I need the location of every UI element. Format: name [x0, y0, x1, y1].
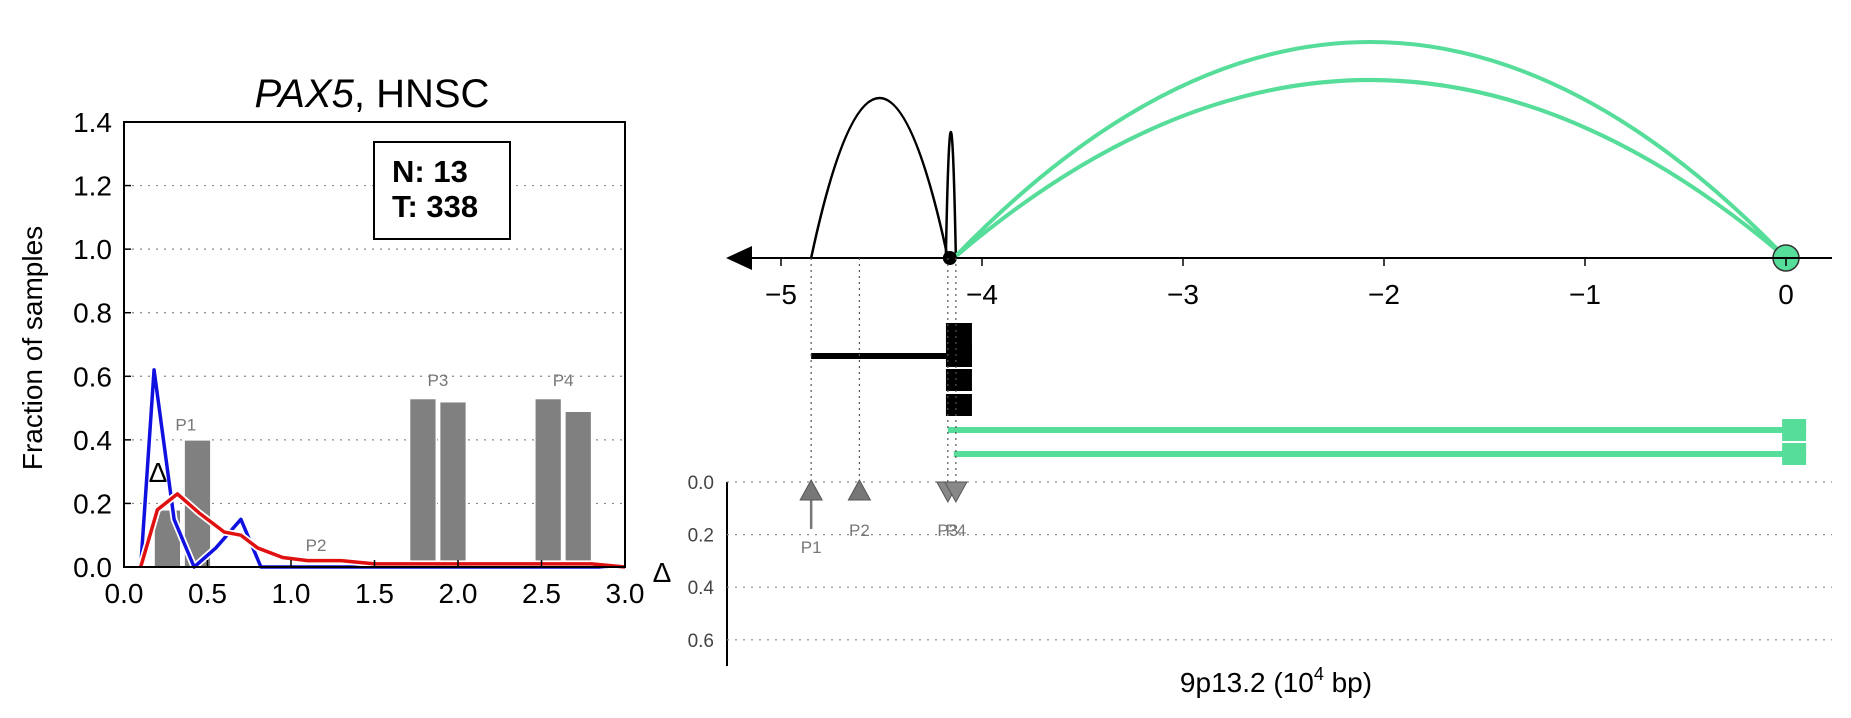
- x-tick-label: 0.0: [105, 578, 144, 609]
- y-tick-label: 0.4: [73, 425, 112, 456]
- bar: [408, 397, 438, 568]
- transcript-exon: [955, 330, 964, 338]
- y-tick-label: 0.6: [73, 361, 112, 392]
- genome-tick-label: −5: [765, 279, 797, 310]
- chart-title-gene: PAX5: [255, 72, 355, 116]
- peak-label: P3: [428, 371, 449, 390]
- bar: [534, 397, 563, 568]
- transcripts: [811, 323, 1807, 465]
- legend-n: N: 13: [392, 154, 468, 189]
- peak-up-triangle-icon: [799, 478, 823, 501]
- genome-tick-label: −2: [1368, 279, 1400, 310]
- y-axis-ticks: 0.0 0.2 0.4 0.6 0.8 1.0 1.2 1.4: [73, 107, 131, 583]
- peak-labels: P1 P2 P3 P4: [175, 371, 573, 555]
- bar: [438, 400, 468, 568]
- delta-tick-label: 0.6: [688, 631, 714, 652]
- peak-label: P2: [849, 521, 870, 540]
- chart-title-rest: , HNSC: [354, 72, 490, 116]
- genome-axis-label-base: 9p13.2 (10: [1180, 667, 1314, 698]
- splice-arc: [952, 78, 1788, 260]
- legend-box: [373, 141, 511, 240]
- peak-label: P1: [801, 538, 822, 557]
- peak-label: P3: [937, 521, 958, 540]
- strand-arrow-icon: [726, 246, 752, 270]
- transcript-exon: [1782, 419, 1807, 441]
- chart-title: PAX5, HNSC: [255, 72, 490, 116]
- y-tick-label: 1.2: [73, 171, 112, 202]
- transcript-exon: [955, 376, 964, 384]
- splice-arc: [809, 96, 950, 259]
- x-tick-label: 2.0: [439, 578, 478, 609]
- genome-tick-label: −4: [966, 279, 998, 310]
- genome-axis-label-exp: 4: [1314, 664, 1324, 684]
- delta-tick-label: 0.2: [688, 526, 714, 547]
- peak-label: P4: [553, 371, 574, 390]
- y-tick-label: 0.0: [73, 552, 112, 583]
- y-tick-label: 0.2: [73, 488, 112, 519]
- y-axis-label: Fraction of samples: [17, 226, 48, 470]
- genome-tick-label: 0: [1778, 279, 1794, 310]
- peak-down-triangle-icon: [944, 481, 968, 504]
- transcript-exon: [955, 401, 964, 409]
- genome-tick-label: −1: [1569, 279, 1601, 310]
- genome-axis-label-unit: bp): [1324, 667, 1372, 698]
- peak-label: P1: [175, 415, 196, 434]
- x-axis-ticks: 0.0 0.5 1.0 1.5 2.0 2.5 3.0: [105, 560, 645, 609]
- transcript-exon: [1782, 443, 1807, 465]
- x-tick-label: 0.5: [188, 578, 227, 609]
- splice-arc: [944, 131, 958, 259]
- splice-arcs: [809, 40, 1800, 272]
- delta-marker: Δ: [149, 457, 168, 488]
- bars: [153, 397, 593, 568]
- delta-tick-label: 0.4: [688, 578, 715, 599]
- transcript-exon: [955, 352, 964, 360]
- legend-t: T: 338: [392, 189, 478, 224]
- genome-tick-label: −3: [1167, 279, 1199, 310]
- peak-guide-lines: [810, 258, 957, 482]
- delta-axis-label: Δ: [653, 557, 672, 588]
- x-tick-label: 2.5: [522, 578, 561, 609]
- peak-up-triangle-icon: [847, 478, 872, 501]
- delta-axis: 0.0 0.2 0.4 0.6: [688, 473, 1832, 666]
- genome-axis-ticks: −5 −4 −3 −2 −1 0: [765, 258, 1794, 310]
- peak-label: P4: [945, 521, 966, 540]
- peak-label: P2: [306, 536, 327, 555]
- x-tick-label: 3.0: [606, 578, 645, 609]
- series-line: [139, 492, 626, 569]
- y-tick-label: 1.4: [73, 107, 112, 138]
- y-tick-label: 0.8: [73, 298, 112, 329]
- delta-tick-label: 0.0: [688, 473, 714, 494]
- y-tick-label: 1.0: [73, 234, 112, 265]
- legend: N: 13 T: 338: [373, 141, 511, 240]
- bar: [564, 410, 593, 568]
- splice-arc: [952, 40, 1788, 260]
- x-tick-label: 1.0: [272, 578, 311, 609]
- x-tick-label: 1.5: [355, 578, 394, 609]
- genome-axis-label: 9p13.2 (104 bp): [1180, 664, 1372, 698]
